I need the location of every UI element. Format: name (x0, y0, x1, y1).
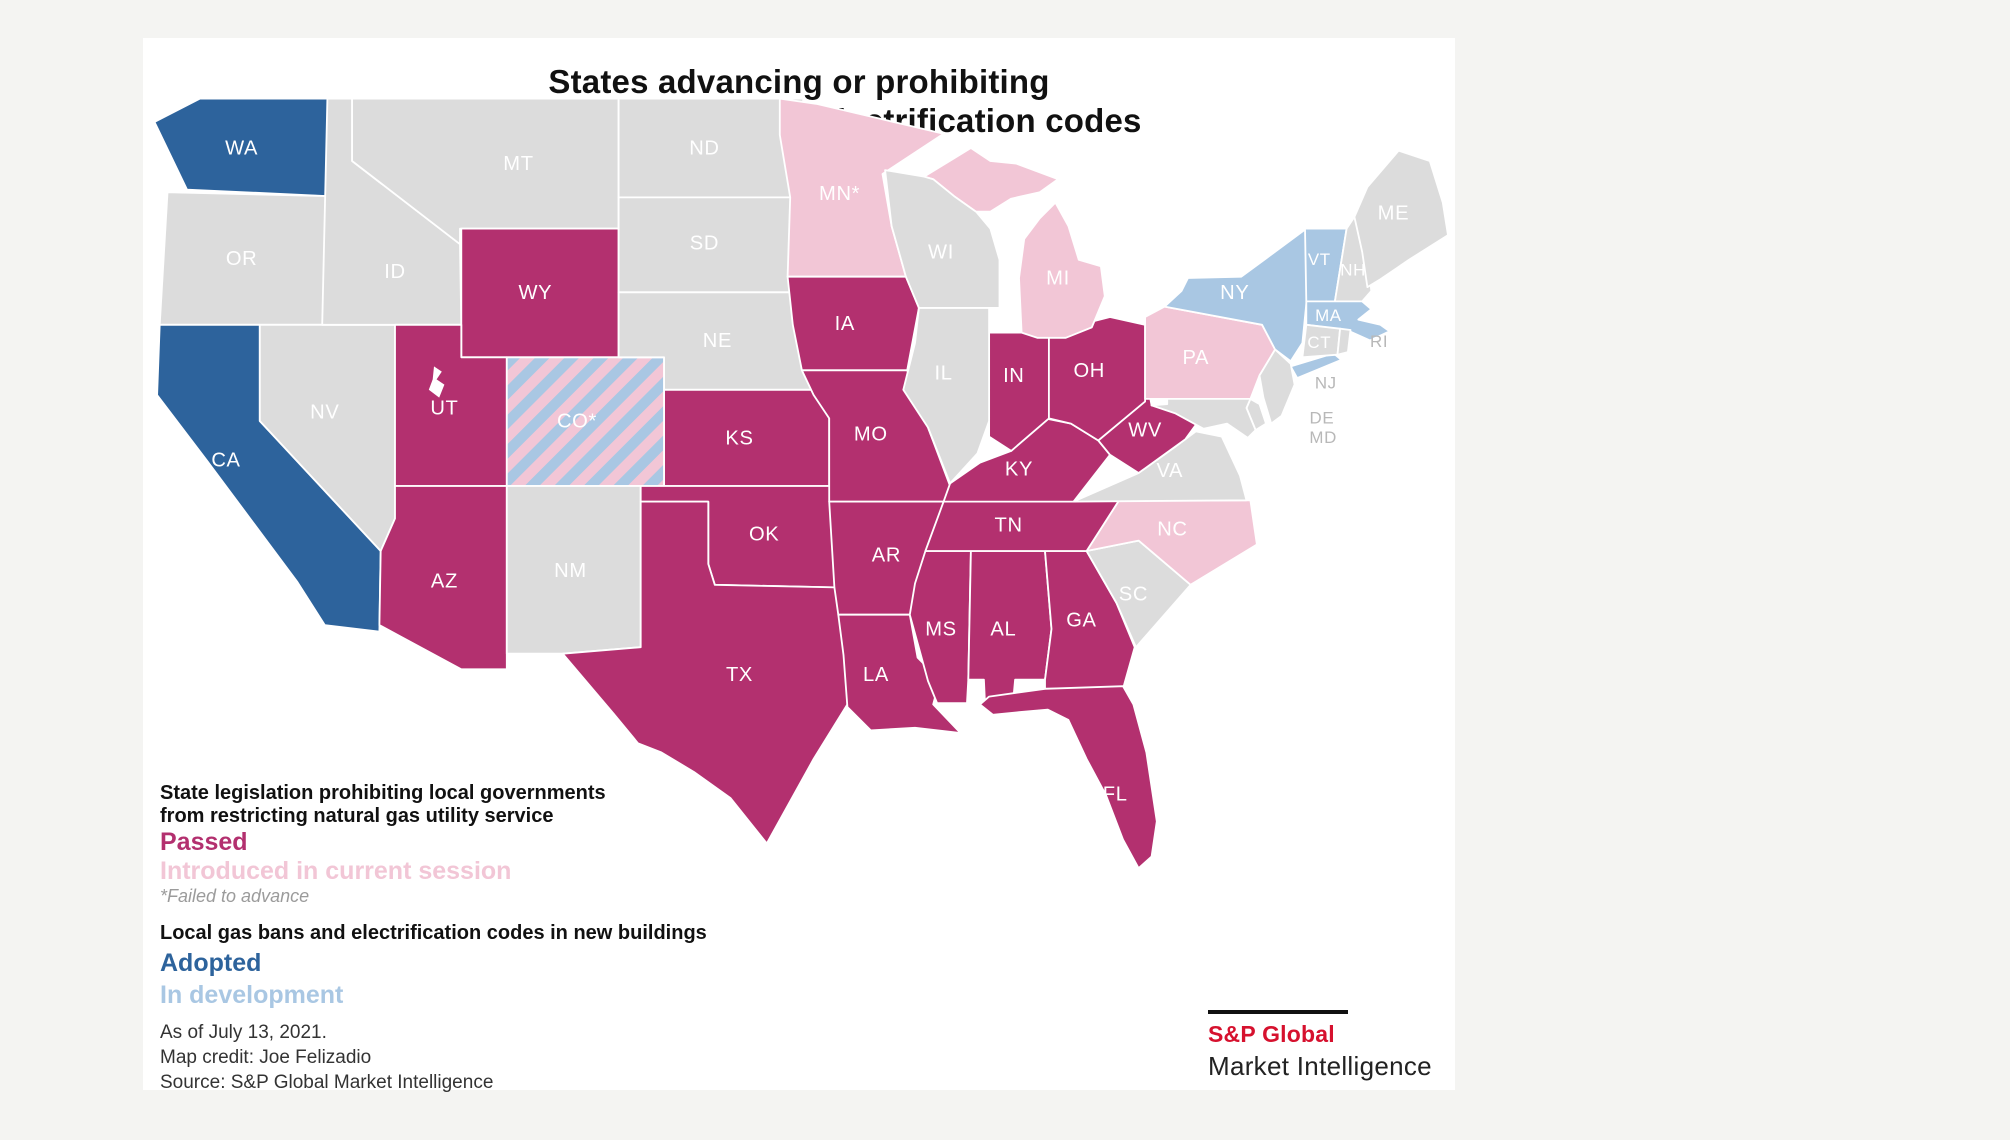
state-label-KY: KY (1005, 459, 1033, 481)
state-label-ME: ME (1378, 203, 1410, 225)
state-label-MO: MO (854, 424, 888, 446)
state-label-MS: MS (925, 619, 957, 641)
logo-brand-text: S&P Global (1208, 1021, 1335, 1047)
state-label-KS: KS (725, 427, 753, 449)
state-OH (1047, 316, 1147, 442)
legend-item-introduced: Introduced in current session (160, 857, 512, 885)
state-label-MD: MD (1309, 428, 1337, 447)
sp-global-logo: S&P Global Market Intelligence (1208, 1010, 1432, 1082)
footer-source: Source: S&P Global Market Intelligence (160, 1072, 494, 1093)
state-NJ (1258, 348, 1296, 425)
state-label-DE: DE (1310, 409, 1335, 428)
footer-as-of: As of July 13, 2021. (160, 1022, 327, 1043)
footer-map-credit: Map credit: Joe Felizadio (160, 1047, 372, 1068)
state-label-SD: SD (690, 232, 719, 254)
state-ME (1353, 149, 1448, 289)
state-label-GA: GA (1066, 609, 1096, 631)
state-label-MT: MT (503, 153, 533, 175)
state-label-OH: OH (1073, 360, 1105, 382)
legend-item-in-development: In development (160, 981, 344, 1009)
legend-gas-ban-heading-line1: State legislation prohibiting local gove… (160, 782, 606, 804)
state-RI (1336, 327, 1352, 356)
state-MD (1150, 397, 1257, 439)
state-label-CA: CA (211, 450, 240, 472)
state-label-WV: WV (1128, 420, 1162, 442)
legend-item-adopted: Adopted (160, 949, 262, 977)
state-label-NC: NC (1157, 518, 1187, 540)
state-label-IN: IN (1003, 365, 1024, 387)
state-label-MA: MA (1315, 306, 1342, 325)
state-MI (1018, 201, 1106, 339)
state-label-AL: AL (990, 619, 1016, 641)
us-choropleth-map: WA OR CA NV ID MT WY UT CO* AZ NM ND SD NE KS OK TX MN* IA… (153, 97, 1448, 870)
state-label-AZ: AZ (431, 570, 458, 592)
state-labels-layer: WA OR CA NV ID MT WY UT CO* AZ NM ND SD NE KS OK TX MN* IA… (211, 138, 1410, 806)
state-label-WI: WI (928, 242, 954, 264)
state-label-ND: ND (689, 138, 719, 160)
legend-codes-heading: Local gas bans and electrification codes… (160, 922, 707, 944)
state-label-TN: TN (995, 515, 1023, 537)
state-label-NV: NV (310, 401, 339, 423)
state-label-NY: NY (1220, 282, 1249, 304)
state-label-VT: VT (1308, 250, 1331, 269)
map-title-line1: States advancing or prohibiting (548, 63, 1050, 100)
state-label-NJ: NJ (1315, 374, 1337, 393)
legend-gas-ban-heading-line2: from restricting natural gas utility ser… (160, 805, 554, 827)
state-label-CO: CO* (557, 411, 597, 433)
state-label-UT: UT (430, 398, 458, 420)
state-label-LA: LA (863, 664, 889, 686)
logo-rule (1208, 1010, 1348, 1014)
state-label-VA: VA (1156, 460, 1183, 482)
state-label-RI: RI (1370, 332, 1388, 351)
great-salt-lake (428, 366, 445, 398)
infographic-panel: States advancing or prohibiting building… (143, 38, 1455, 1093)
legend-item-passed: Passed (160, 828, 248, 856)
state-label-OK: OK (749, 524, 779, 546)
state-FL (979, 685, 1158, 870)
state-label-MN: MN* (819, 183, 860, 205)
state-label-AR: AR (872, 544, 901, 566)
legend-gas-ban-heading: State legislation prohibiting local gove… (160, 782, 606, 828)
state-IL (902, 306, 991, 485)
state-label-IL: IL (935, 362, 953, 384)
state-label-IA: IA (835, 313, 855, 335)
state-label-WY: WY (519, 282, 553, 304)
state-label-WA: WA (225, 138, 258, 160)
state-label-FL: FL (1103, 784, 1128, 806)
state-label-PA: PA (1182, 347, 1209, 369)
state-label-NE: NE (703, 330, 732, 352)
state-label-NM: NM (554, 560, 587, 582)
state-label-OR: OR (226, 248, 258, 270)
logo-division-text: Market Intelligence (1208, 1051, 1432, 1081)
state-label-SC: SC (1119, 583, 1148, 605)
state-WI (884, 169, 1001, 309)
state-label-TX: TX (726, 664, 753, 686)
legend-footnote-failed: *Failed to advance (160, 886, 310, 906)
state-label-MI: MI (1046, 268, 1070, 290)
state-NY-long-island (1289, 352, 1343, 380)
state-label-CT: CT (1307, 333, 1331, 352)
state-label-ID: ID (384, 261, 405, 283)
state-TX (561, 500, 849, 845)
state-label-NH: NH (1340, 260, 1366, 279)
state-LA (837, 613, 962, 734)
footer-notes: As of July 13, 2021. Map credit: Joe Fel… (160, 1020, 493, 1095)
